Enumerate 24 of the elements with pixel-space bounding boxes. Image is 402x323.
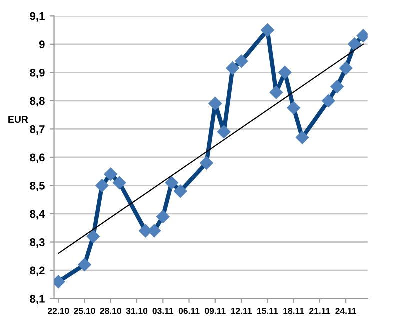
y-tick-label: 8,6 [30, 154, 45, 164]
x-tick-label: 28.10 [100, 308, 122, 314]
y-tick-label: 8,4 [30, 210, 46, 220]
y-tick-label: 8,8 [30, 97, 45, 107]
y-tick-label: 8,9 [30, 68, 45, 78]
x-tick-label: 12.11 [231, 308, 252, 314]
y-tick-label: 8,7 [30, 125, 45, 135]
x-tick-label: 03.11 [152, 308, 174, 314]
x-tick-label: 24.11 [336, 308, 357, 314]
x-tick-label: 06.11 [178, 308, 200, 314]
x-tick-label: 18.11 [284, 308, 304, 314]
y-tick-label: 8,1 [30, 295, 45, 305]
x-tick-label: 25.10 [74, 308, 96, 314]
x-tick-label: 22.10 [48, 308, 70, 314]
y-tick-label: 8,2 [30, 266, 45, 276]
x-tick-label: 15.11 [258, 308, 278, 314]
y-tick-label: 8,3 [30, 238, 45, 248]
y-tick-label: 9 [39, 40, 45, 49]
x-tick-label: 09.11 [205, 308, 226, 314]
y-axis-title: EUR [8, 116, 28, 124]
y-tick-label: 8,5 [30, 182, 45, 192]
x-tick-label: 21.11 [310, 308, 330, 314]
y-tick-label: 9,1 [30, 12, 45, 22]
x-tick-label: 31.10 [126, 308, 148, 314]
